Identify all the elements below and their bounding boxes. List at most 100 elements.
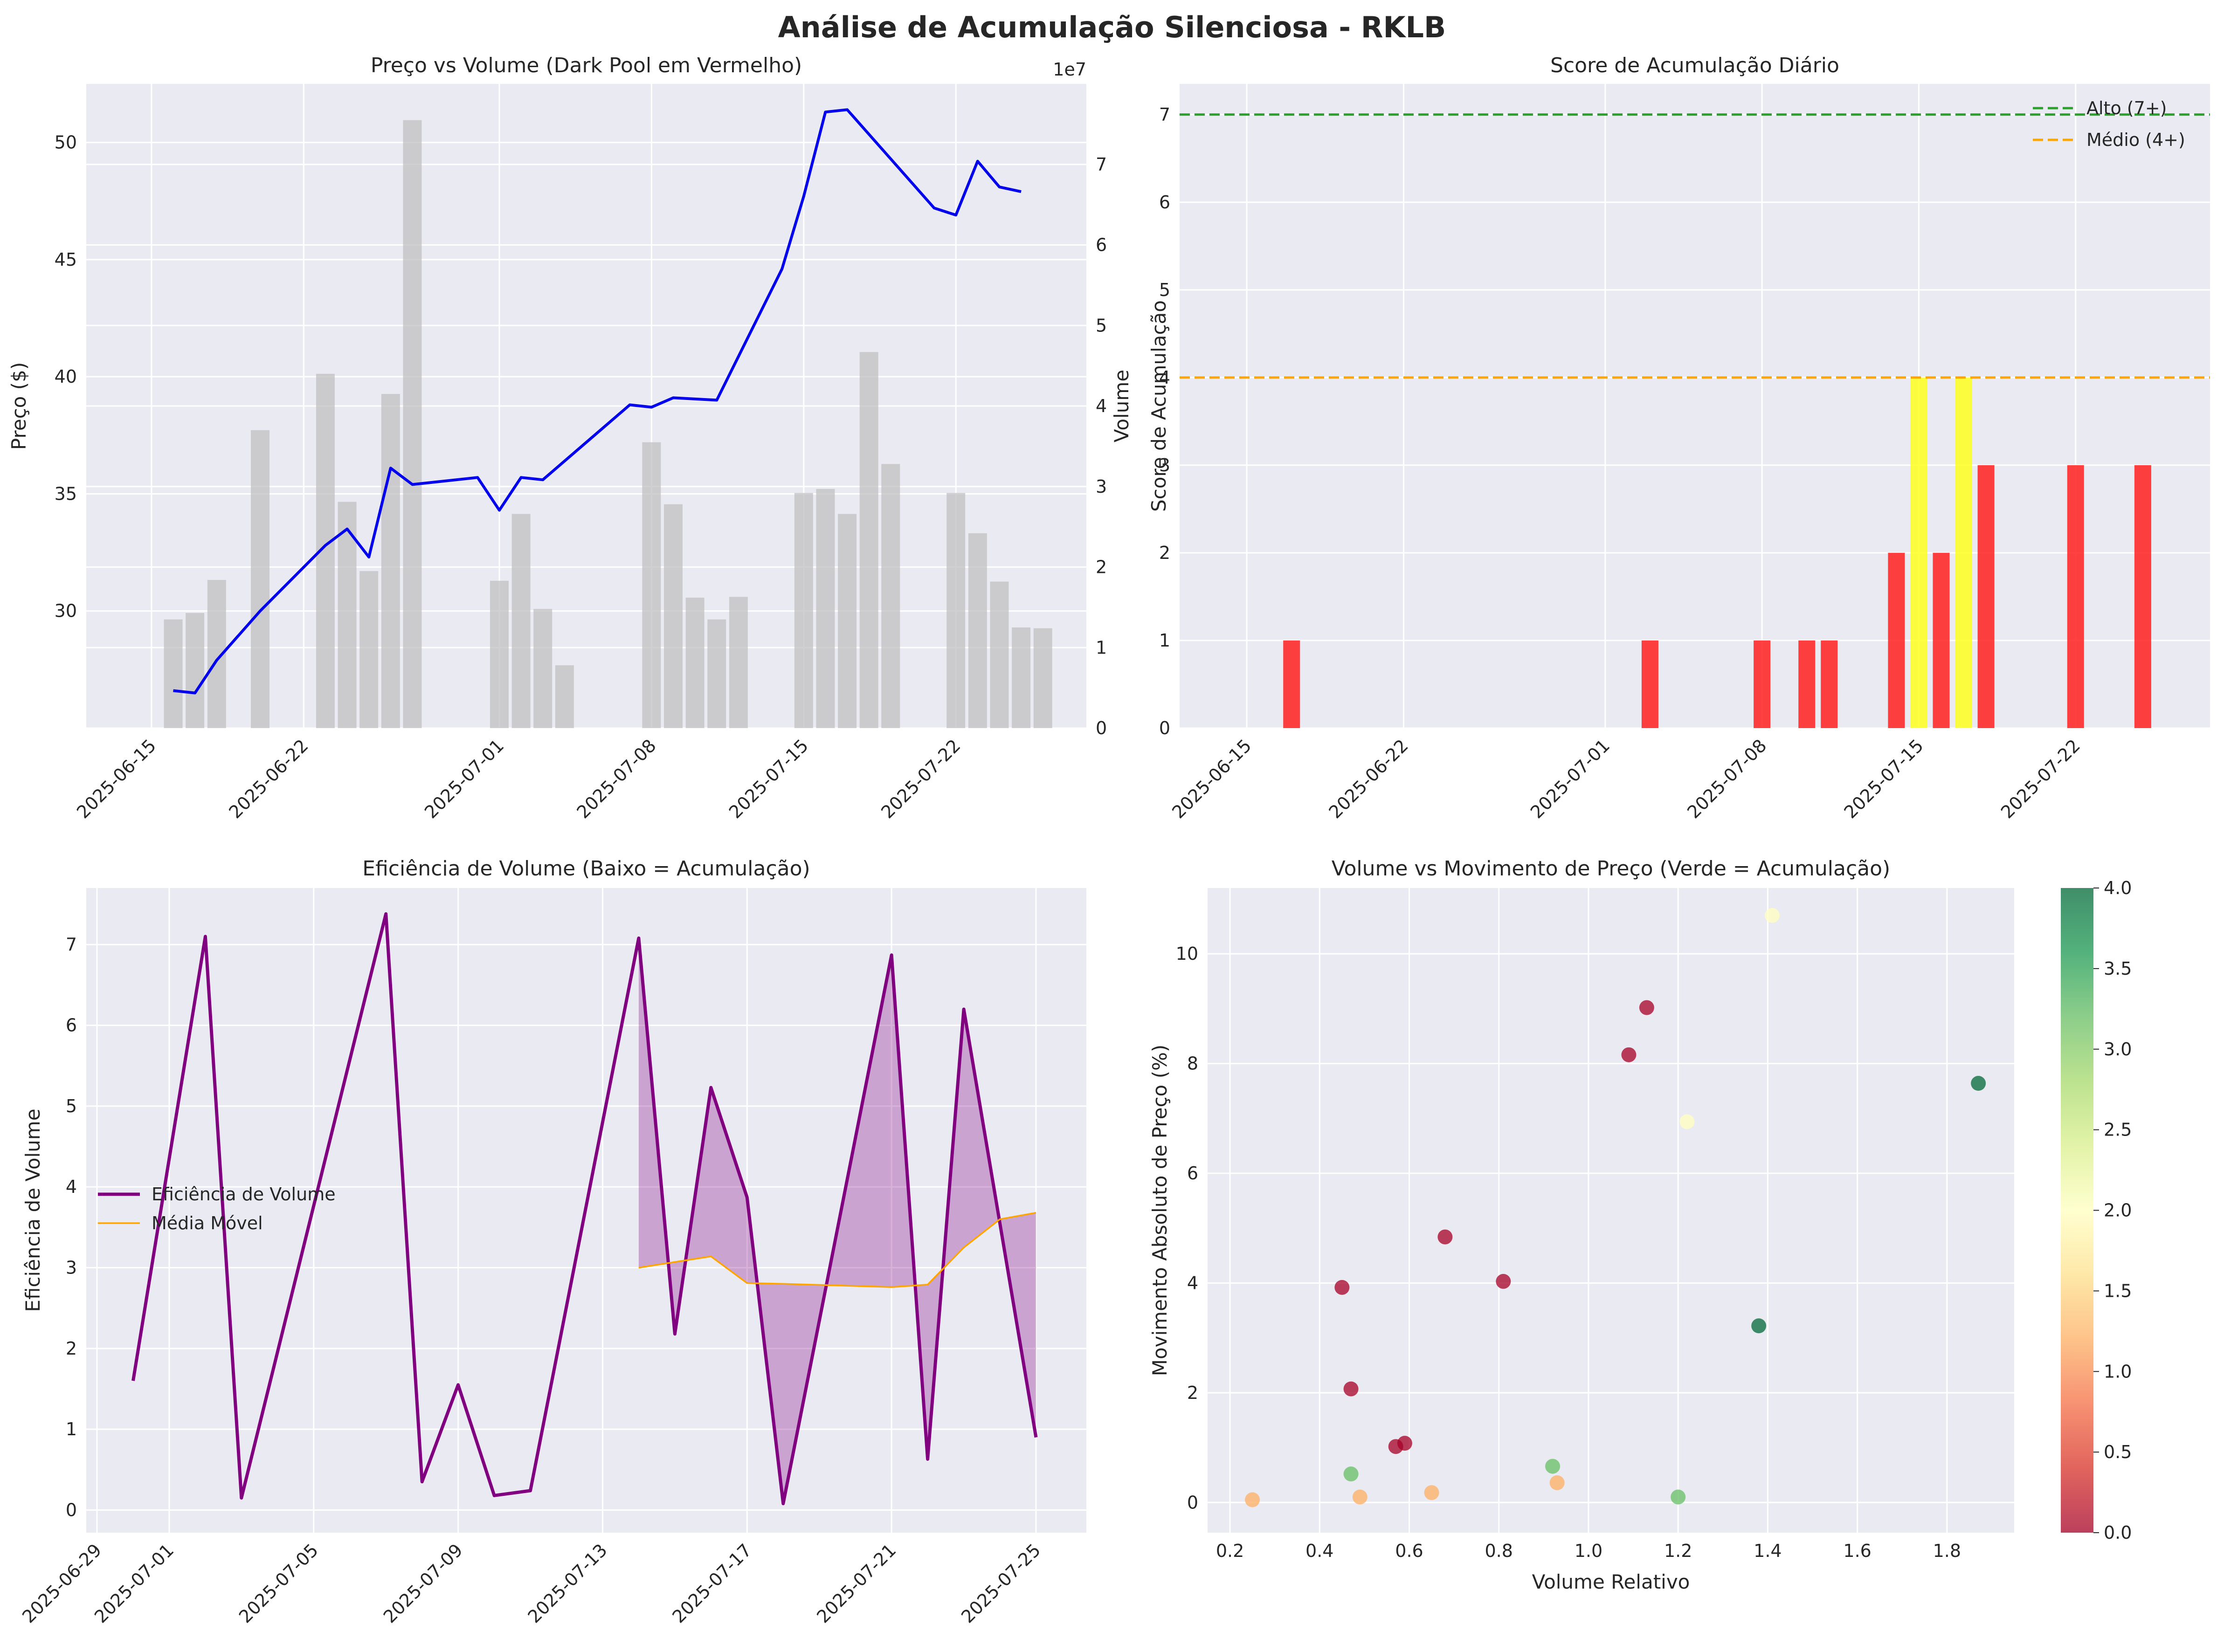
x-tick-label: 2025-07-22 xyxy=(1997,735,2084,822)
volume-bar xyxy=(1012,627,1031,728)
x-tick-label: 1.8 xyxy=(1933,1541,1961,1561)
scatter-point xyxy=(1971,1076,1986,1091)
y-tick-label: 8 xyxy=(1187,1053,1198,1074)
panel-title: Preço vs Volume (Dark Pool em Vermelho) xyxy=(371,54,802,77)
y-tick-label: 0 xyxy=(66,1500,77,1520)
volume-bar xyxy=(729,597,748,728)
y-axis-label: Volume xyxy=(1110,370,1133,442)
y-tick-label: 6 xyxy=(66,1015,77,1036)
scatter-point xyxy=(1245,1492,1260,1507)
volume-bar xyxy=(511,514,531,728)
y-tick-label: 6 xyxy=(1096,235,1107,255)
colorbar-tick-label: 0.5 xyxy=(2104,1442,2132,1462)
x-tick-label: 0.8 xyxy=(1485,1541,1513,1561)
score-bar xyxy=(2134,465,2151,728)
x-tick-label: 0.6 xyxy=(1395,1541,1423,1561)
colorbar-tick-label: 1.0 xyxy=(2104,1361,2132,1382)
x-tick-label: 2025-07-15 xyxy=(725,735,812,822)
x-tick-label: 2025-06-22 xyxy=(225,735,312,822)
legend-label: Eficiência de Volume xyxy=(152,1184,336,1205)
scatter-point xyxy=(1671,1489,1686,1505)
y-tick-label: 1 xyxy=(1096,637,1107,658)
x-tick-label: 2025-07-17 xyxy=(668,1540,755,1627)
colorbar-tick-label: 1.5 xyxy=(2104,1280,2132,1301)
x-tick-label: 2025-07-05 xyxy=(235,1540,322,1627)
x-tick-label: 0.2 xyxy=(1216,1541,1244,1561)
score-bar xyxy=(1933,552,1950,728)
colorbar-tick-label: 0.0 xyxy=(2104,1522,2132,1543)
x-tick-label: 2025-07-21 xyxy=(813,1540,900,1627)
price-line xyxy=(173,108,1022,695)
volume-bar xyxy=(859,352,878,728)
x-tick-label: 2025-07-09 xyxy=(380,1540,467,1627)
colorbar-tick-label: 4.0 xyxy=(2104,878,2132,898)
volume-bar xyxy=(685,598,704,728)
y-tick-label: 7 xyxy=(1159,104,1170,125)
scatter-point xyxy=(1549,1475,1565,1490)
y-tick-label: 4 xyxy=(1096,396,1107,416)
y-tick-label: 7 xyxy=(66,934,77,955)
x-tick-label: 2025-07-08 xyxy=(1683,735,1770,822)
y-tick-label: 45 xyxy=(55,249,77,270)
y-tick-label: 2 xyxy=(1096,557,1107,578)
score-bar xyxy=(1754,640,1771,728)
y-tick-label: 0 xyxy=(1096,718,1107,738)
colorbar xyxy=(2061,888,2093,1533)
y-tick-label: 30 xyxy=(55,601,77,621)
y-tick-label: 4 xyxy=(66,1177,77,1197)
x-tick-label: 2025-06-22 xyxy=(1325,735,1412,822)
score-bar xyxy=(2067,465,2084,728)
volume-bar xyxy=(707,619,726,728)
x-tick-label: 2025-07-08 xyxy=(573,735,660,822)
scatter-point xyxy=(1765,908,1780,923)
y-tick-label: 7 xyxy=(1096,154,1107,175)
plot-area xyxy=(1180,84,2210,728)
scatter-point xyxy=(1545,1459,1561,1474)
x-tick-label: 1.4 xyxy=(1754,1541,1782,1561)
volume-bar xyxy=(642,442,661,728)
y-tick-label: 10 xyxy=(1176,943,1198,964)
y-tick-label: 3 xyxy=(1096,476,1107,497)
fill-area xyxy=(638,938,1036,1504)
volume-bar xyxy=(946,493,966,728)
volume-bar xyxy=(555,665,574,728)
y-tick-label: 2 xyxy=(66,1338,77,1359)
y-tick-label: 40 xyxy=(55,366,77,387)
volume-bar xyxy=(816,489,835,728)
x-tick-label: 2025-07-22 xyxy=(877,735,964,822)
panel-title: Score de Acumulação Diário xyxy=(1550,54,1839,77)
x-tick-label: 1.2 xyxy=(1664,1541,1692,1561)
legend-label: Média Móvel xyxy=(152,1213,263,1233)
volume-bar xyxy=(381,394,400,728)
score-bar xyxy=(1888,552,1905,728)
score-bar xyxy=(1283,640,1300,728)
panel-title: Volume vs Movimento de Preço (Verde = Ac… xyxy=(1332,857,1890,881)
scatter-panel: 0 2 4 6 8 10 0.2 0.4 0.6 0.8 1.0 1.2 1.4 1.6 1.8 0.0 0.5… xyxy=(1148,857,2132,1593)
volume-bar xyxy=(664,504,683,728)
volume-bar xyxy=(838,514,857,728)
score-bar xyxy=(1977,465,1995,728)
x-axis-label: Volume Relativo xyxy=(1532,1570,1690,1593)
y-axis-label: Score de Acumulação xyxy=(1147,300,1170,512)
figure-title: Análise de Acumulação Silenciosa - RKLB xyxy=(778,10,1446,44)
y-tick-label: 4 xyxy=(1159,367,1170,388)
x-tick-label: 2025-07-13 xyxy=(524,1540,611,1627)
x-tick-label: 2025-07-25 xyxy=(957,1540,1044,1627)
y-tick-label: 2 xyxy=(1159,543,1170,563)
scatter-point xyxy=(1424,1485,1439,1501)
scatter-point xyxy=(1639,1000,1654,1015)
scatter-point xyxy=(1343,1466,1359,1482)
y-tick-label: 5 xyxy=(1159,280,1170,300)
score-bar xyxy=(1641,640,1658,728)
volume-bar xyxy=(1033,628,1052,728)
y-tick-label: 0 xyxy=(1159,718,1170,738)
x-tick-label: 2025-07-01 xyxy=(1526,735,1614,822)
scatter-point xyxy=(1334,1280,1350,1295)
scatter-point xyxy=(1397,1436,1412,1451)
volume-bar xyxy=(186,613,205,728)
legend-label: Alto (7+) xyxy=(2086,98,2167,118)
x-tick-label: 2025-07-01 xyxy=(421,735,508,822)
